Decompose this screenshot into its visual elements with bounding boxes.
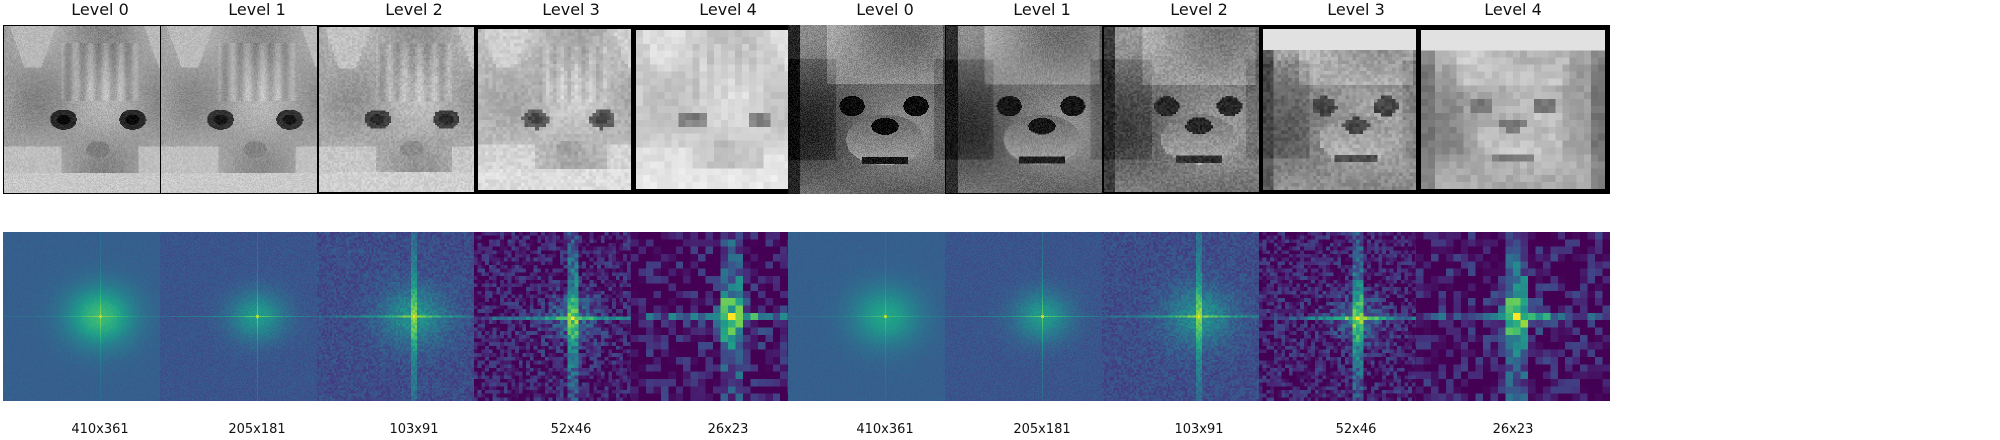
level-title: Level 2 <box>385 0 443 19</box>
resolution-label: 26x23 <box>1492 422 1534 437</box>
resolution-label: 26x23 <box>707 422 749 437</box>
level-title: Level 4 <box>1484 0 1542 19</box>
resolution-label: 410x361 <box>856 422 914 437</box>
panel-cat-level-1: Level 1 205x181 <box>160 0 354 440</box>
resolution-label: 410x361 <box>71 422 129 437</box>
level-title: Level 3 <box>1327 0 1385 19</box>
panel-dog-level-4: Level 4 26x23 <box>1416 0 1610 440</box>
level-title: Level 1 <box>1013 0 1071 19</box>
level-title: Level 2 <box>1170 0 1228 19</box>
resolution-label: 205x181 <box>228 422 286 437</box>
resolution-label: 103x91 <box>389 422 439 437</box>
level-title: Level 1 <box>228 0 286 19</box>
level-title: Level 4 <box>699 0 757 19</box>
grayscale-image <box>1416 25 1610 194</box>
resolution-label: 103x91 <box>1174 422 1224 437</box>
fourier-spectrum <box>1416 232 1610 401</box>
level-title: Level 0 <box>856 0 914 19</box>
level-title: Level 3 <box>542 0 600 19</box>
resolution-label: 52x46 <box>1335 422 1377 437</box>
resolution-label: 205x181 <box>1013 422 1071 437</box>
level-title: Level 0 <box>71 0 129 19</box>
resolution-label: 52x46 <box>550 422 592 437</box>
